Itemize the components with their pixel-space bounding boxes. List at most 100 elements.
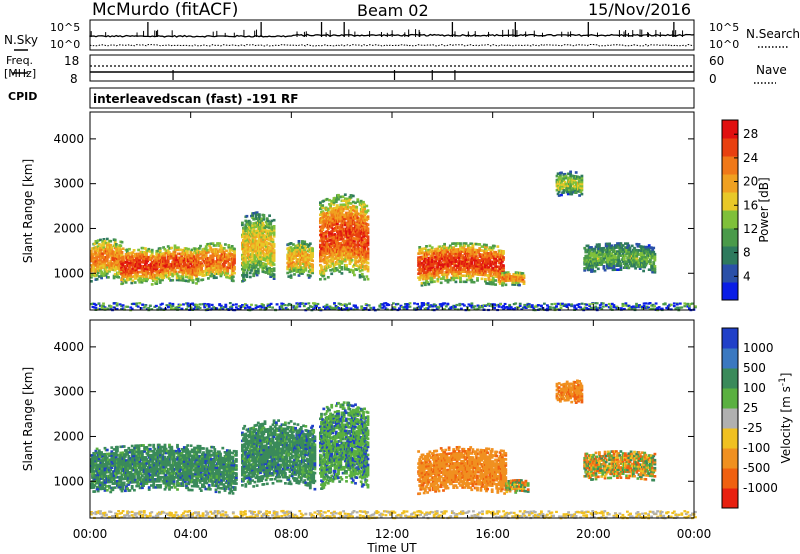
range-gate [121, 264, 125, 267]
range-gate [615, 246, 618, 249]
range-gate [469, 276, 473, 280]
range-gate [580, 186, 584, 190]
range-gate [304, 254, 308, 258]
range-gate [322, 225, 326, 229]
range-gate [366, 257, 370, 261]
range-gate [557, 190, 561, 193]
range-gate [362, 223, 365, 226]
range-gate [651, 264, 654, 268]
range-gate [195, 274, 198, 277]
range-gate [131, 251, 135, 254]
range-gate [261, 221, 265, 225]
range-gate [359, 218, 363, 221]
range-gate [272, 245, 276, 248]
range-gate [204, 259, 208, 262]
range-gate [99, 268, 102, 272]
range-gate [270, 251, 274, 255]
range-gate [306, 245, 310, 249]
range-gate [286, 267, 290, 271]
range-gate [290, 247, 294, 251]
range-gate [127, 278, 130, 281]
range-gate [332, 253, 336, 257]
range-gate [166, 259, 170, 262]
range-gate [354, 215, 357, 219]
range-gate [105, 272, 109, 275]
range-gate [608, 244, 611, 248]
range-gate [263, 226, 267, 230]
range-gate [104, 268, 108, 271]
range-gate [355, 222, 359, 225]
range-gate [233, 261, 236, 265]
range-gate [129, 273, 133, 277]
range-gate [465, 250, 469, 253]
range-gate [93, 242, 97, 245]
range-gate [321, 270, 325, 274]
range-gate [191, 279, 195, 282]
range-gate [620, 246, 624, 249]
range-gate [117, 276, 120, 279]
range-gate [639, 265, 643, 269]
range-gate [434, 260, 437, 263]
range-gate [99, 304, 102, 307]
range-gate [420, 249, 424, 253]
range-gate [246, 244, 250, 248]
range-gate [334, 198, 338, 202]
range-gate [191, 281, 195, 284]
range-gate [99, 260, 102, 264]
range-gate [638, 253, 642, 256]
range-gate [112, 306, 116, 309]
range-gate [118, 246, 122, 249]
range-gate [124, 267, 128, 270]
range-gate [105, 251, 109, 255]
range-gate [190, 276, 194, 280]
range-gate [457, 258, 461, 261]
range-gate [301, 272, 304, 275]
range-gate [366, 229, 370, 233]
range-gate [94, 240, 98, 243]
range-gate [298, 270, 302, 273]
range-gate [115, 304, 119, 307]
range-gate [346, 197, 349, 201]
range-gate [348, 246, 352, 249]
range-gate [362, 275, 365, 279]
range-gate [324, 236, 328, 240]
range-gate [448, 278, 452, 282]
range-gate [158, 306, 161, 309]
range-gate [427, 256, 431, 260]
range-gate [348, 228, 352, 231]
range-gate [261, 246, 265, 249]
range-gate [242, 241, 245, 244]
range-gate [106, 307, 110, 310]
range-gate [247, 241, 251, 245]
range-gate [619, 262, 623, 265]
noise-right-label: N.Search [746, 27, 800, 41]
range-gate [287, 263, 291, 266]
range-gate [446, 272, 450, 276]
range-gate [469, 274, 473, 278]
range-gate [507, 273, 511, 276]
range-gate [109, 239, 113, 243]
range-gate [108, 247, 111, 251]
range-gate [124, 281, 128, 284]
range-gate [116, 259, 119, 263]
range-gate [297, 254, 301, 257]
range-gate [336, 222, 339, 225]
range-gate [347, 248, 351, 251]
range-gate [100, 270, 103, 274]
range-gate [418, 266, 422, 269]
range-gate [476, 257, 479, 260]
range-gate [288, 270, 292, 274]
range-gate [457, 256, 461, 259]
range-gate [491, 276, 495, 280]
range-gate [504, 277, 508, 281]
range-gate [248, 257, 252, 261]
range-gate [334, 228, 338, 232]
range-gate [489, 254, 493, 257]
range-gate [336, 252, 339, 256]
range-gate [358, 263, 362, 267]
range-gate [103, 262, 107, 265]
range-gate [472, 270, 476, 274]
range-gate [99, 308, 102, 311]
range-gate [333, 210, 337, 214]
range-gate [268, 268, 271, 272]
